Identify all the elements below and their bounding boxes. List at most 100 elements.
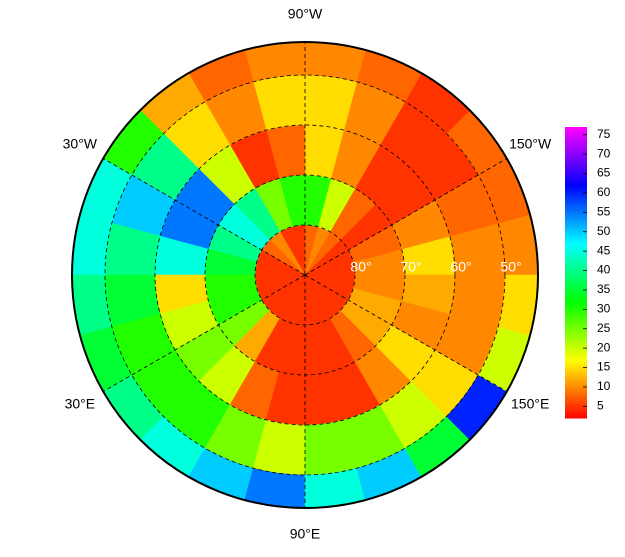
map-border <box>71 41 539 509</box>
latitude-label: 70° <box>400 259 421 275</box>
colorbar-band <box>565 251 587 254</box>
colorbar-band <box>565 322 587 326</box>
colorbar-band <box>565 194 587 198</box>
colorbar-band <box>565 156 587 159</box>
longitude-label: 30°E <box>65 396 96 412</box>
colorbar-band <box>565 330 587 334</box>
colorbar-band <box>565 328 587 332</box>
colorbar-band <box>565 231 587 235</box>
colorbar-band <box>565 256 587 260</box>
colorbar-band <box>565 373 587 376</box>
colorbar-band <box>565 214 587 217</box>
colorbar-band <box>565 165 587 169</box>
colorbar-band <box>565 260 587 264</box>
colorbar-band <box>565 291 587 295</box>
colorbar-band <box>565 388 587 392</box>
colorbar-band <box>565 274 587 277</box>
colorbar-band <box>565 177 587 180</box>
colorbar-label: 60 <box>597 185 611 199</box>
colorbar-band <box>565 241 587 244</box>
colorbar-band <box>565 394 587 398</box>
latitude-label: 50° <box>500 259 521 275</box>
colorbar-band <box>565 375 587 378</box>
colorbar-band <box>565 233 587 237</box>
colorbar-band <box>565 227 587 231</box>
colorbar-band <box>565 385 587 388</box>
colorbar-band <box>565 138 587 142</box>
latitude-label: 60° <box>450 259 471 275</box>
colorbar-band <box>565 208 587 211</box>
meridian-line <box>304 158 507 276</box>
colorbar-band <box>565 377 587 380</box>
colorbar-label: 15 <box>597 360 611 374</box>
colorbar-band <box>565 317 587 320</box>
latitude-circle <box>104 74 506 476</box>
colorbar-band <box>565 410 587 413</box>
colorbar-band <box>565 136 587 140</box>
colorbar-band <box>565 348 587 351</box>
colorbar-band <box>565 369 587 372</box>
colorbar-band <box>565 128 587 132</box>
meridian-line <box>103 158 306 276</box>
colorbar-band <box>565 313 587 316</box>
colorbar-band <box>565 353 587 357</box>
colorbar-band <box>565 295 587 299</box>
colorbar-band <box>565 181 587 184</box>
colorbar-band <box>565 187 587 190</box>
colorbar-band <box>565 218 587 221</box>
colorbar-band <box>565 406 587 409</box>
colorbar-band <box>565 340 587 343</box>
colorbar-band <box>565 130 587 134</box>
colorbar-band <box>565 367 587 370</box>
colorbar-band <box>565 350 587 353</box>
colorbar-band <box>565 381 587 384</box>
colorbar-label: 30 <box>597 302 611 316</box>
colorbar-band <box>565 326 587 330</box>
colorbar-band <box>565 163 587 167</box>
colorbar-band <box>565 396 587 400</box>
longitude-label: 150°W <box>509 136 552 152</box>
colorbar-label: 70 <box>597 146 611 160</box>
colorbar-band <box>565 278 587 281</box>
colorbar-label: 5 <box>597 399 604 413</box>
colorbar-band <box>565 371 587 374</box>
colorbar-band <box>565 146 587 149</box>
colorbar-band <box>565 286 587 289</box>
colorbar-band <box>565 355 587 359</box>
colorbar-band <box>565 196 587 200</box>
colorbar-band <box>565 150 587 153</box>
colorbar-band <box>565 253 587 256</box>
colorbar-band <box>565 352 587 355</box>
colorbar-band <box>565 189 587 192</box>
colorbar-band <box>565 206 587 209</box>
meridian-line <box>304 274 507 392</box>
colorbar-band <box>565 338 587 341</box>
colorbar-band <box>565 142 587 145</box>
colorbar-band <box>565 154 587 157</box>
colorbar-band <box>565 307 587 310</box>
colorbar-band <box>565 324 587 328</box>
colorbar-band <box>565 332 587 336</box>
colorbar-band <box>565 299 587 303</box>
longitude-label: 150°E <box>511 396 549 412</box>
colorbar-band <box>565 127 587 130</box>
colorbar-band <box>565 414 587 417</box>
colorbar-band <box>565 305 587 308</box>
colorbar-band <box>565 167 587 171</box>
colorbar-band <box>565 210 587 213</box>
meridian-line <box>103 274 306 392</box>
colorbar-band <box>565 198 587 202</box>
colorbar-label: 65 <box>597 166 611 180</box>
colorbar-band <box>565 301 587 305</box>
colorbar-band <box>565 416 587 419</box>
colorbar-band <box>565 249 587 252</box>
colorbar-band <box>565 359 587 363</box>
colorbar-band <box>565 158 587 161</box>
colorbar-band <box>565 134 587 138</box>
latitude-circle <box>154 124 456 426</box>
colorbar-band <box>565 309 587 312</box>
colorbar-band <box>565 169 587 173</box>
colorbar-band <box>565 280 587 283</box>
colorbar-band <box>565 243 587 246</box>
colorbar-band <box>565 171 587 175</box>
